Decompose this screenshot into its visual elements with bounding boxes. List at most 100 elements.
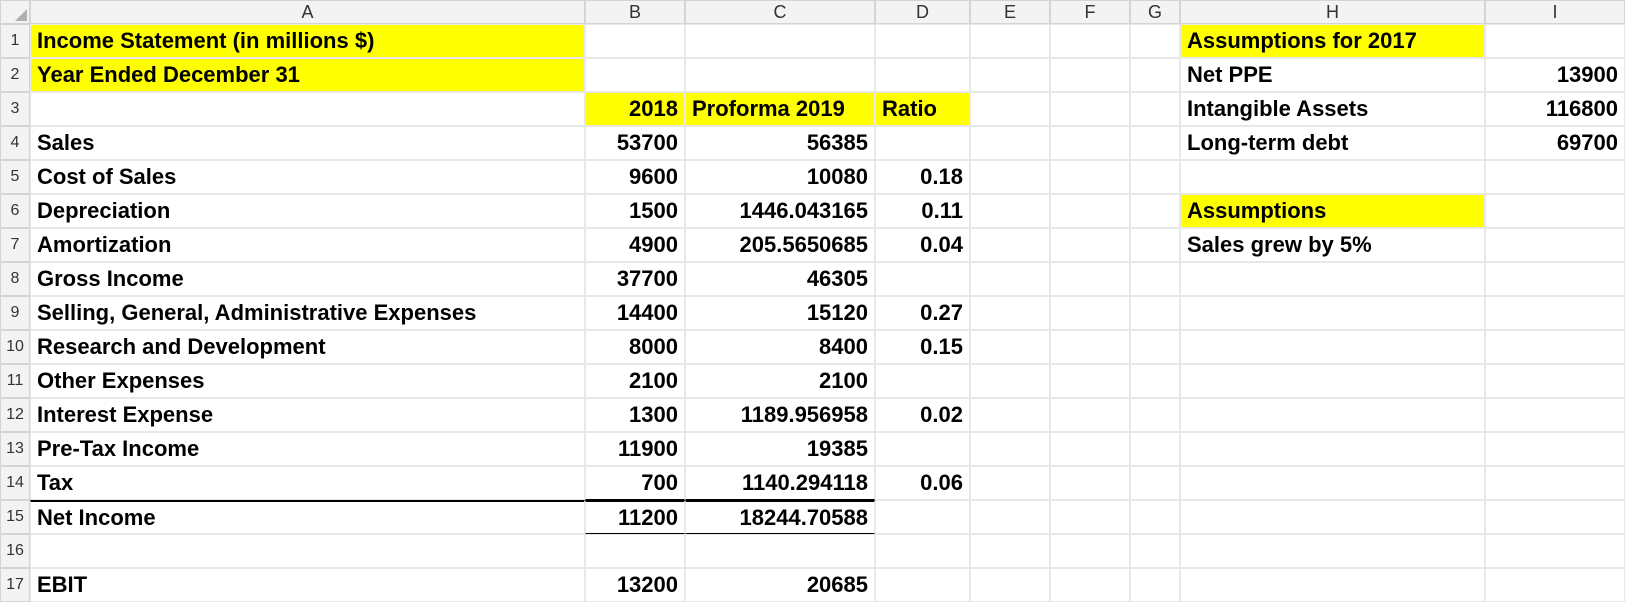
cell-E12[interactable] bbox=[970, 398, 1050, 432]
cell-I5[interactable] bbox=[1485, 160, 1625, 194]
cell-D6[interactable]: 0.11 bbox=[875, 194, 970, 228]
cell-C1[interactable] bbox=[685, 24, 875, 58]
row-header-6[interactable]: 6 bbox=[0, 194, 30, 228]
cell-F6[interactable] bbox=[1050, 194, 1130, 228]
cell-G8[interactable] bbox=[1130, 262, 1180, 296]
cell-H2[interactable]: Net PPE bbox=[1180, 58, 1485, 92]
cell-F16[interactable] bbox=[1050, 534, 1130, 568]
cell-B7[interactable]: 4900 bbox=[585, 228, 685, 262]
cell-H13[interactable] bbox=[1180, 432, 1485, 466]
column-header-F[interactable]: F bbox=[1050, 0, 1130, 24]
cell-C8[interactable]: 46305 bbox=[685, 262, 875, 296]
cell-E9[interactable] bbox=[970, 296, 1050, 330]
row-header-1[interactable]: 1 bbox=[0, 24, 30, 58]
cell-G6[interactable] bbox=[1130, 194, 1180, 228]
cell-I11[interactable] bbox=[1485, 364, 1625, 398]
cell-B1[interactable] bbox=[585, 24, 685, 58]
cell-B12[interactable]: 1300 bbox=[585, 398, 685, 432]
cell-H7[interactable]: Sales grew by 5% bbox=[1180, 228, 1485, 262]
column-header-D[interactable]: D bbox=[875, 0, 970, 24]
cell-A11[interactable]: Other Expenses bbox=[30, 364, 585, 398]
row-header-12[interactable]: 12 bbox=[0, 398, 30, 432]
cell-F14[interactable] bbox=[1050, 466, 1130, 500]
column-header-C[interactable]: C bbox=[685, 0, 875, 24]
cell-G12[interactable] bbox=[1130, 398, 1180, 432]
cell-B17[interactable]: 13200 bbox=[585, 568, 685, 602]
cell-E14[interactable] bbox=[970, 466, 1050, 500]
cell-F5[interactable] bbox=[1050, 160, 1130, 194]
cell-I7[interactable] bbox=[1485, 228, 1625, 262]
cell-G15[interactable] bbox=[1130, 500, 1180, 534]
cell-E16[interactable] bbox=[970, 534, 1050, 568]
column-header-E[interactable]: E bbox=[970, 0, 1050, 24]
row-header-11[interactable]: 11 bbox=[0, 364, 30, 398]
cell-G1[interactable] bbox=[1130, 24, 1180, 58]
cell-H10[interactable] bbox=[1180, 330, 1485, 364]
cell-I16[interactable] bbox=[1485, 534, 1625, 568]
cell-B6[interactable]: 1500 bbox=[585, 194, 685, 228]
cell-E11[interactable] bbox=[970, 364, 1050, 398]
cell-G11[interactable] bbox=[1130, 364, 1180, 398]
cell-G17[interactable] bbox=[1130, 568, 1180, 602]
cell-C6[interactable]: 1446.043165 bbox=[685, 194, 875, 228]
cell-D16[interactable] bbox=[875, 534, 970, 568]
cell-F10[interactable] bbox=[1050, 330, 1130, 364]
cell-B10[interactable]: 8000 bbox=[585, 330, 685, 364]
cell-G16[interactable] bbox=[1130, 534, 1180, 568]
row-header-5[interactable]: 5 bbox=[0, 160, 30, 194]
cell-E8[interactable] bbox=[970, 262, 1050, 296]
row-header-4[interactable]: 4 bbox=[0, 126, 30, 160]
cell-C3[interactable]: Proforma 2019 bbox=[685, 92, 875, 126]
cell-C11[interactable]: 2100 bbox=[685, 364, 875, 398]
row-header-13[interactable]: 13 bbox=[0, 432, 30, 466]
row-header-9[interactable]: 9 bbox=[0, 296, 30, 330]
cell-D10[interactable]: 0.15 bbox=[875, 330, 970, 364]
cell-B9[interactable]: 14400 bbox=[585, 296, 685, 330]
cell-A17[interactable]: EBIT bbox=[30, 568, 585, 602]
cell-F1[interactable] bbox=[1050, 24, 1130, 58]
row-header-15[interactable]: 15 bbox=[0, 500, 30, 534]
cell-E2[interactable] bbox=[970, 58, 1050, 92]
cell-F7[interactable] bbox=[1050, 228, 1130, 262]
cell-C15[interactable]: 18244.70588 bbox=[685, 500, 875, 534]
cell-I1[interactable] bbox=[1485, 24, 1625, 58]
cell-D4[interactable] bbox=[875, 126, 970, 160]
cell-F12[interactable] bbox=[1050, 398, 1130, 432]
cell-D9[interactable]: 0.27 bbox=[875, 296, 970, 330]
cell-I17[interactable] bbox=[1485, 568, 1625, 602]
column-header-I[interactable]: I bbox=[1485, 0, 1625, 24]
cell-I3[interactable]: 116800 bbox=[1485, 92, 1625, 126]
cell-A16[interactable] bbox=[30, 534, 585, 568]
cell-I14[interactable] bbox=[1485, 466, 1625, 500]
cell-C7[interactable]: 205.5650685 bbox=[685, 228, 875, 262]
cell-I10[interactable] bbox=[1485, 330, 1625, 364]
cell-B4[interactable]: 53700 bbox=[585, 126, 685, 160]
cell-B15[interactable]: 11200 bbox=[585, 500, 685, 534]
cell-I6[interactable] bbox=[1485, 194, 1625, 228]
cell-D12[interactable]: 0.02 bbox=[875, 398, 970, 432]
cell-C9[interactable]: 15120 bbox=[685, 296, 875, 330]
select-all-corner[interactable] bbox=[0, 0, 30, 24]
cell-A9[interactable]: Selling, General, Administrative Expense… bbox=[30, 296, 585, 330]
cell-A10[interactable]: Research and Development bbox=[30, 330, 585, 364]
cell-A8[interactable]: Gross Income bbox=[30, 262, 585, 296]
row-header-14[interactable]: 14 bbox=[0, 466, 30, 500]
row-header-8[interactable]: 8 bbox=[0, 262, 30, 296]
cell-H3[interactable]: Intangible Assets bbox=[1180, 92, 1485, 126]
cell-C17[interactable]: 20685 bbox=[685, 568, 875, 602]
cell-I13[interactable] bbox=[1485, 432, 1625, 466]
cell-B14[interactable]: 700 bbox=[585, 466, 685, 500]
cell-A14[interactable]: Tax bbox=[30, 466, 585, 500]
row-header-3[interactable]: 3 bbox=[0, 92, 30, 126]
cell-C4[interactable]: 56385 bbox=[685, 126, 875, 160]
cell-C14[interactable]: 1140.294118 bbox=[685, 466, 875, 500]
cell-I12[interactable] bbox=[1485, 398, 1625, 432]
cell-I15[interactable] bbox=[1485, 500, 1625, 534]
cell-D8[interactable] bbox=[875, 262, 970, 296]
cell-F8[interactable] bbox=[1050, 262, 1130, 296]
cell-C2[interactable] bbox=[685, 58, 875, 92]
cell-F3[interactable] bbox=[1050, 92, 1130, 126]
cell-E7[interactable] bbox=[970, 228, 1050, 262]
cell-B5[interactable]: 9600 bbox=[585, 160, 685, 194]
cell-F4[interactable] bbox=[1050, 126, 1130, 160]
